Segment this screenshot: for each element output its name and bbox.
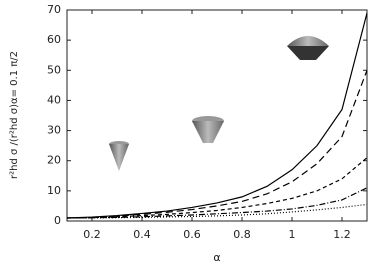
frustum bbox=[192, 121, 224, 143]
dome-top bbox=[287, 36, 329, 46]
plot-frame bbox=[66, 9, 368, 222]
y-tick-label: 30 bbox=[47, 124, 61, 137]
x-tick-label: 0.4 bbox=[133, 228, 151, 241]
y-axis-label: r²hd σ /(r²hd σ)α= 0.1 π/2 bbox=[9, 51, 20, 179]
y-tick-label: 0 bbox=[54, 214, 61, 227]
y-tick-label: 40 bbox=[47, 93, 61, 106]
y-tick-label: 10 bbox=[47, 184, 61, 197]
curve bbox=[66, 12, 368, 219]
x-tick-label: 1.2 bbox=[333, 228, 351, 241]
x-tick-label: 0.2 bbox=[83, 228, 101, 241]
y-tick-label: 20 bbox=[47, 154, 61, 167]
curve bbox=[66, 70, 368, 219]
curve bbox=[66, 203, 368, 219]
y-tick-label: 60 bbox=[47, 33, 61, 46]
curve bbox=[66, 187, 368, 219]
shape-icons bbox=[109, 36, 329, 171]
x-tick-label: 0.8 bbox=[233, 228, 251, 241]
x-axis-label: α bbox=[213, 251, 220, 264]
cone-small bbox=[109, 144, 129, 171]
x-tick-label: 1 bbox=[289, 228, 296, 241]
y-tick-label: 50 bbox=[47, 63, 61, 76]
curve bbox=[66, 157, 368, 219]
x-tick-label: 0.6 bbox=[183, 228, 201, 241]
y-tick-label: 70 bbox=[47, 3, 61, 16]
dome-bottom bbox=[287, 46, 329, 60]
